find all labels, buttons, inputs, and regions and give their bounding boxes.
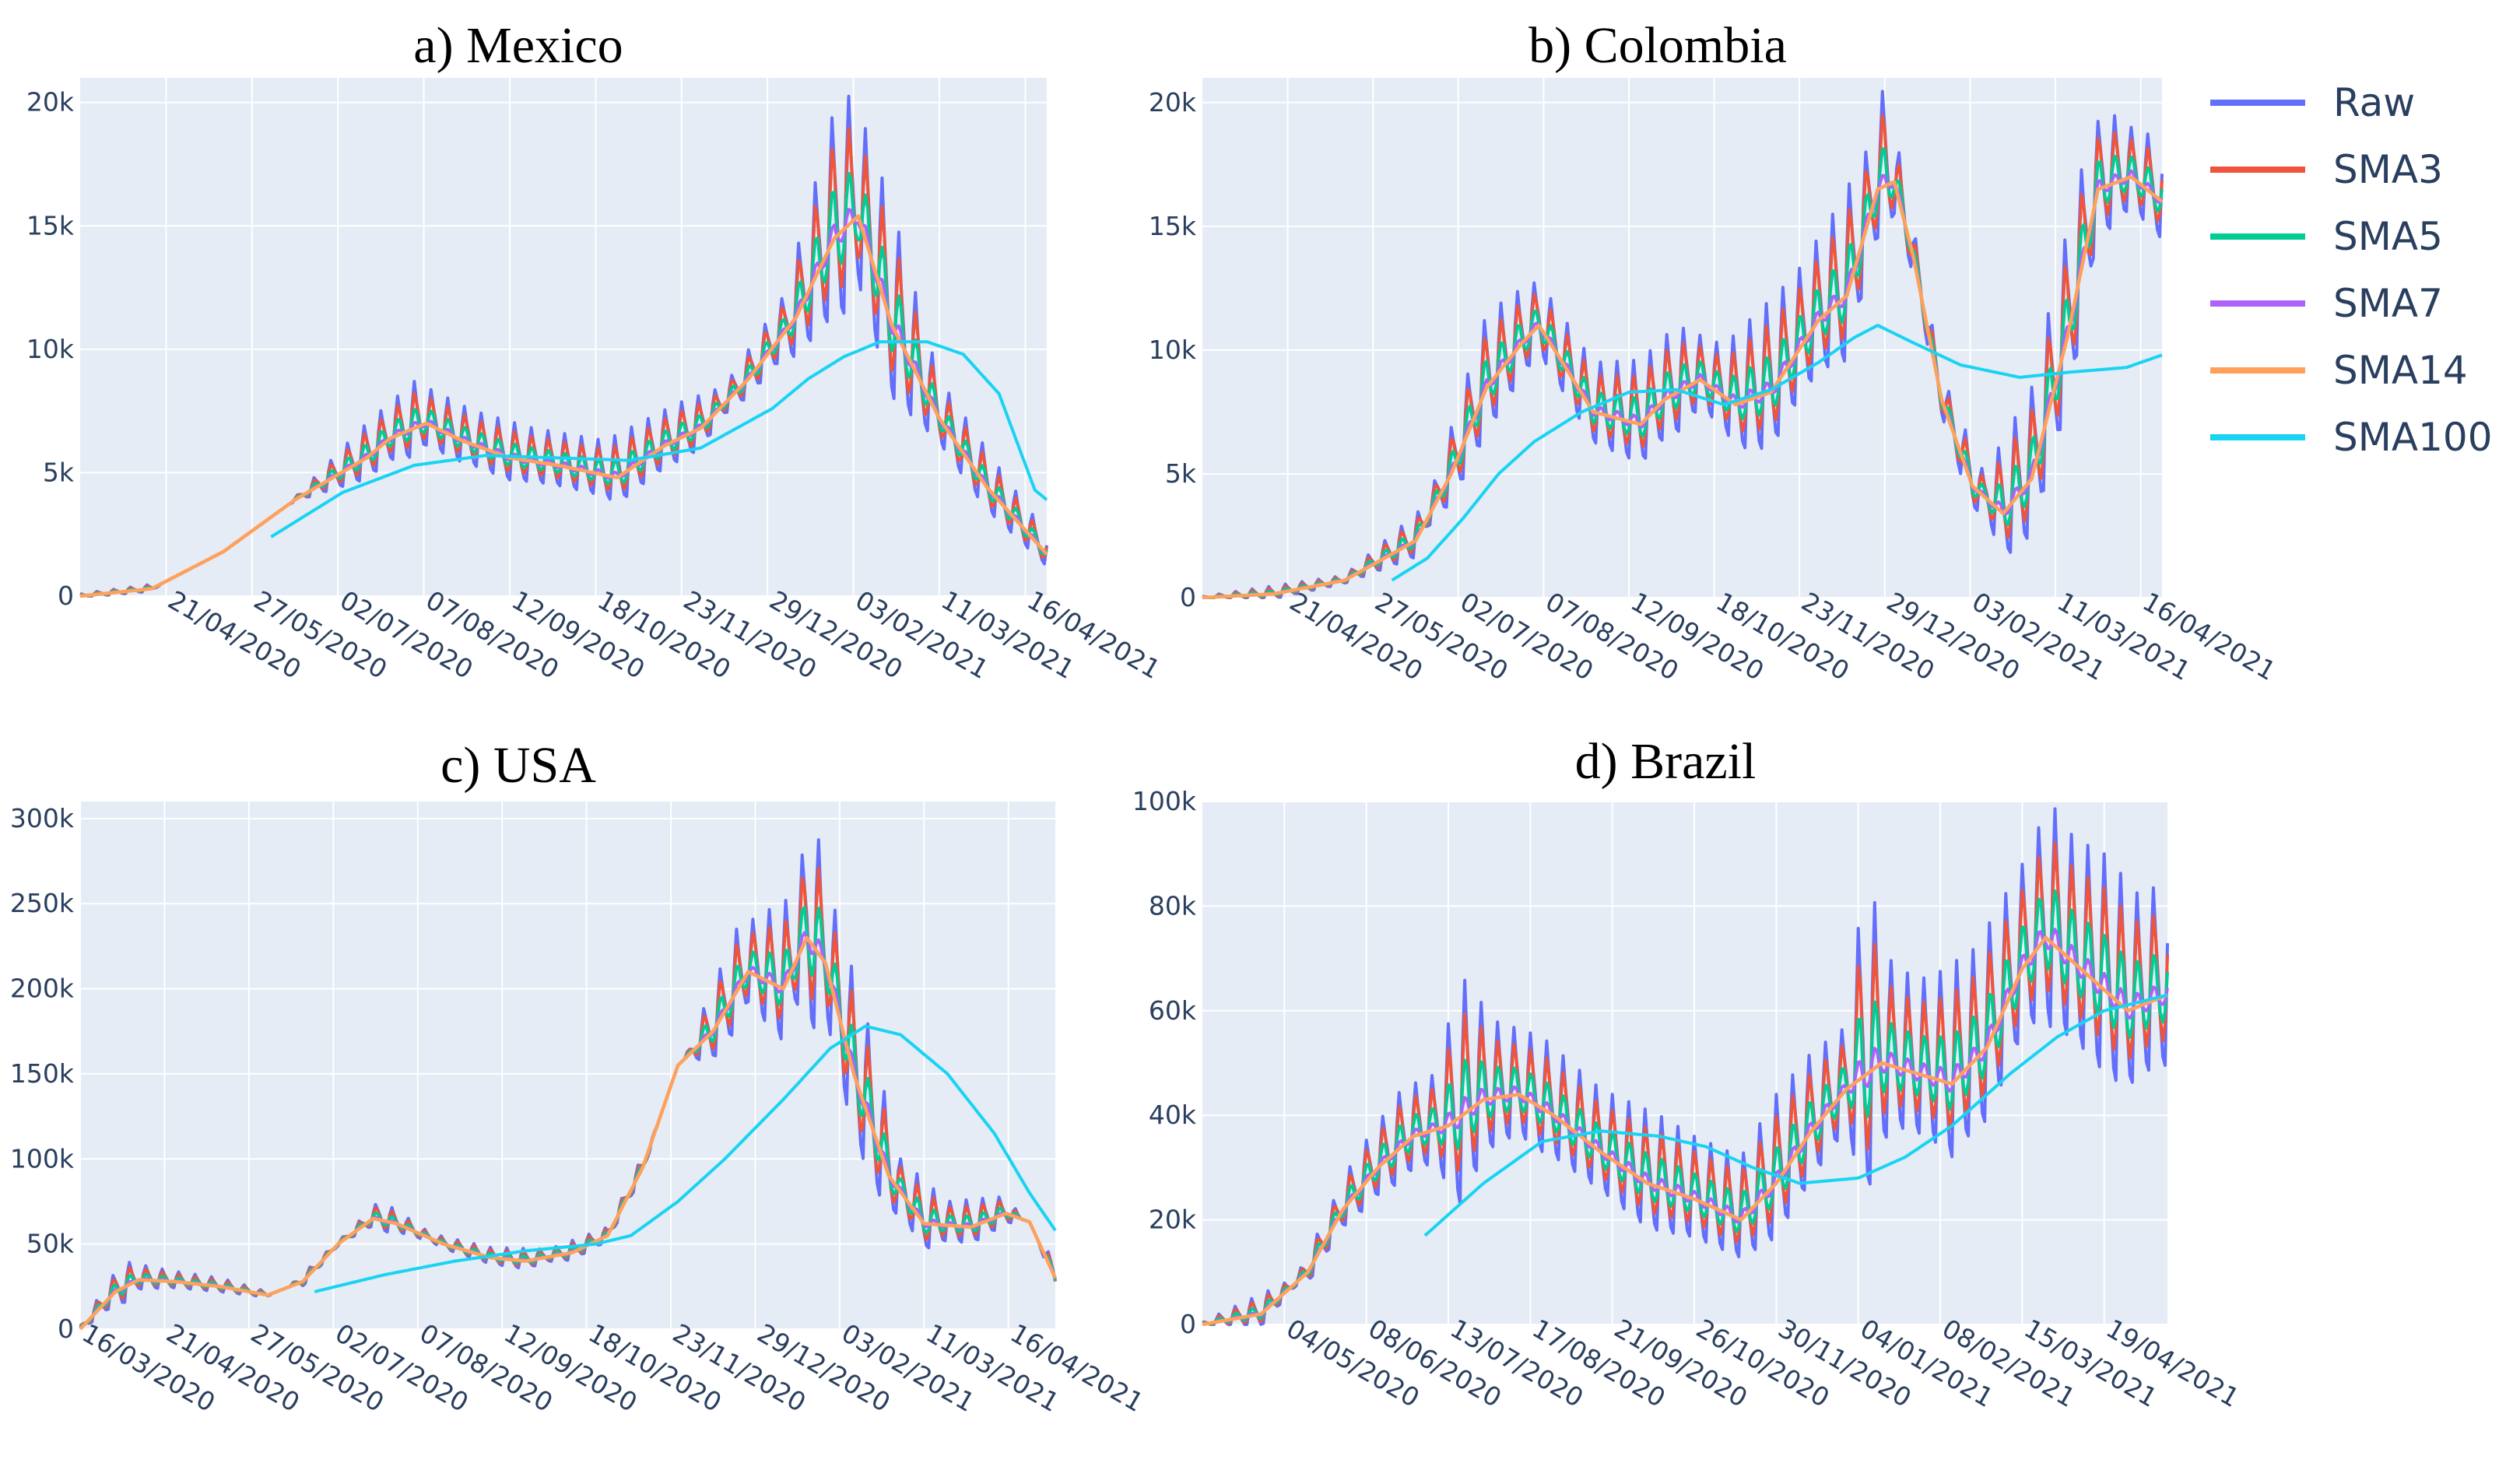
y-tick-label: 300k [10,803,75,833]
y-tick-label: 60k [1149,995,1197,1026]
series-line-sma14-usa [79,935,1058,1331]
y-tick-label: 0 [58,581,74,611]
y-tick-label: 50k [26,1229,75,1259]
y-tick-label: 150k [10,1058,75,1089]
panel-title-usa: c) USA [440,737,596,794]
legend-label-raw: Raw [2333,80,2415,125]
legend-label-sma5: SMA5 [2333,214,2443,259]
legend-label-sma3: SMA3 [2333,147,2443,192]
series-line-sma14-brazil [1202,935,2168,1327]
y-tick-label: 250k [10,888,75,918]
series-line-sma100-usa [314,1024,1057,1293]
series-line-sma14-mexico [79,214,1048,598]
panel-title-brazil: d) Brazil [1575,733,1757,790]
y-tick-label: 40k [1149,1100,1197,1130]
panel-title-mexico: a) Mexico [413,17,623,74]
y-tick-label: 5k [43,457,75,487]
series-line-sma100-colombia [1391,324,2163,582]
y-tick-label: 80k [1149,890,1197,921]
plot-area-brazil [1202,802,2167,1324]
legend: Raw SMA3 SMA5 SMA7 SMA14 SMA100 [2210,80,2493,460]
panel-usa: c) USA 050k100k150k200k250k300k16/03/202… [10,737,1149,1418]
series-line-sma100-brazil [1423,993,2168,1237]
y-tick-label: 0 [58,1314,74,1344]
y-tick-label: 10k [26,334,75,364]
legend-label-sma14: SMA14 [2333,348,2468,393]
y-tick-label: 5k [1165,458,1197,489]
panel-colombia: b) Colombia 05k10k15k20k21/04/202027/05/… [1149,17,2281,686]
y-tick-label: 0 [1180,1309,1196,1339]
legend-label-sma7: SMA7 [2333,281,2443,326]
panel-title-colombia: b) Colombia [1528,17,1787,74]
y-tick-label: 20k [26,87,75,118]
y-tick-label: 0 [1180,582,1196,612]
y-tick-label: 100k [1132,786,1197,816]
panel-mexico: a) Mexico 05k10k15k20k21/04/202027/05/20… [26,17,1166,685]
series-line-sma100-mexico [270,340,1048,539]
y-tick-label: 100k [10,1143,75,1174]
series-line-sma14-colombia [1202,174,2164,600]
y-tick-label: 15k [1149,211,1197,241]
y-tick-label: 20k [1149,87,1197,118]
plot-area-usa [80,802,1055,1329]
y-tick-label: 15k [26,210,75,240]
panel-brazil: d) Brazil 020k40k60k80k100k04/05/202008/… [1132,733,2244,1413]
y-tick-label: 200k [10,974,75,1004]
y-tick-label: 10k [1149,335,1197,365]
plot-area-mexico [80,78,1047,596]
legend-label-sma100: SMA100 [2333,415,2493,460]
y-tick-label: 20k [1149,1205,1197,1235]
